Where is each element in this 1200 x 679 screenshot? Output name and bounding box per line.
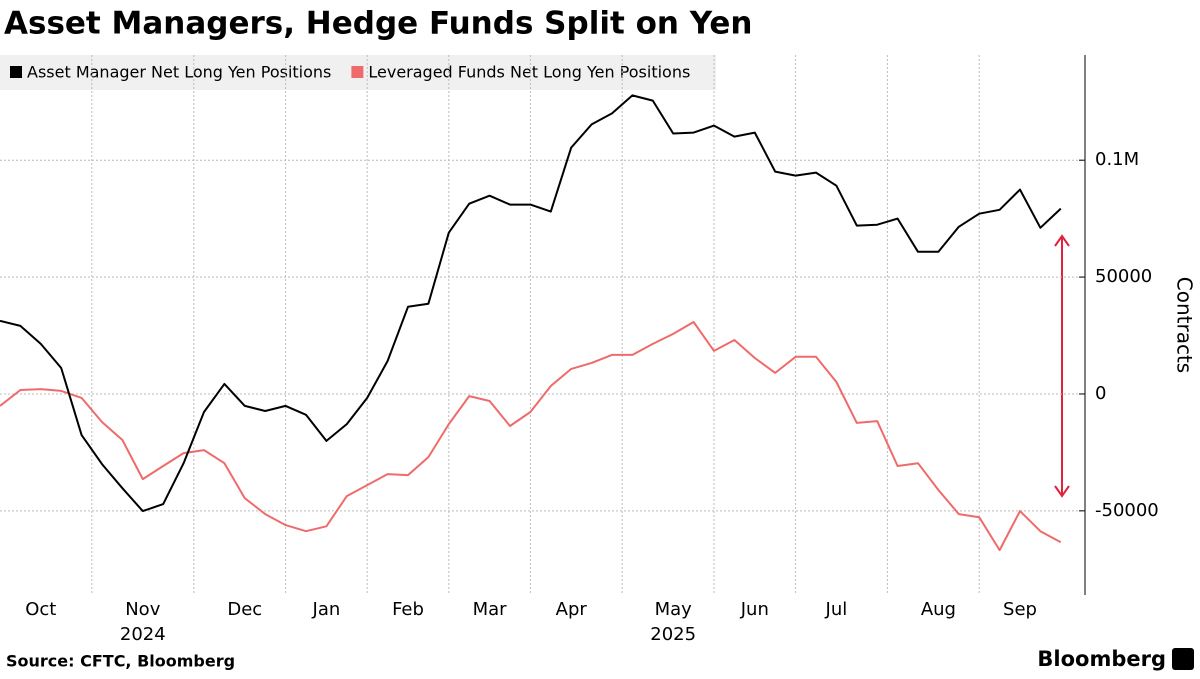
brand-icon [1172,648,1194,670]
chart-title: Asset Managers, Hedge Funds Split on Yen [4,6,752,42]
legend-swatch [10,66,22,78]
y-axis-label: Contracts [1173,277,1197,373]
y-tick-label: 50000 [1095,266,1152,287]
x-tick-label: Jun [740,599,769,620]
y-tick-label: -50000 [1095,500,1159,521]
x-tick-label: Jan [312,599,341,620]
legend-label: Asset Manager Net Long Yen Positions [27,63,331,82]
brand: Bloomberg [1037,647,1166,671]
annotation-arrow [1054,234,1070,498]
x-tick-label: Aug [921,599,956,620]
x-tick-label: Dec [227,599,262,620]
y-tick-label: 0.1M [1095,149,1139,170]
x-tick-label: Apr [556,599,588,620]
legend-swatch [351,66,364,78]
x-tick-label: May [655,599,693,620]
x-tick-label: Mar [473,599,508,620]
x-year-label: 2025 [650,624,696,645]
series-line [0,94,1062,513]
source: Source: CFTC, Bloomberg [6,652,235,671]
legend-label: Leveraged Funds Net Long Yen Positions [368,63,690,82]
x-year-label: 2024 [120,624,166,645]
series-line [0,321,1062,552]
x-tick-label: Feb [392,599,424,620]
x-tick-label: Jul [825,599,848,620]
x-tick-label: Nov [125,599,160,620]
x-tick-label: Sep [1003,599,1037,620]
y-tick-label: 0 [1095,383,1106,404]
x-tick-label: Oct [25,599,56,620]
